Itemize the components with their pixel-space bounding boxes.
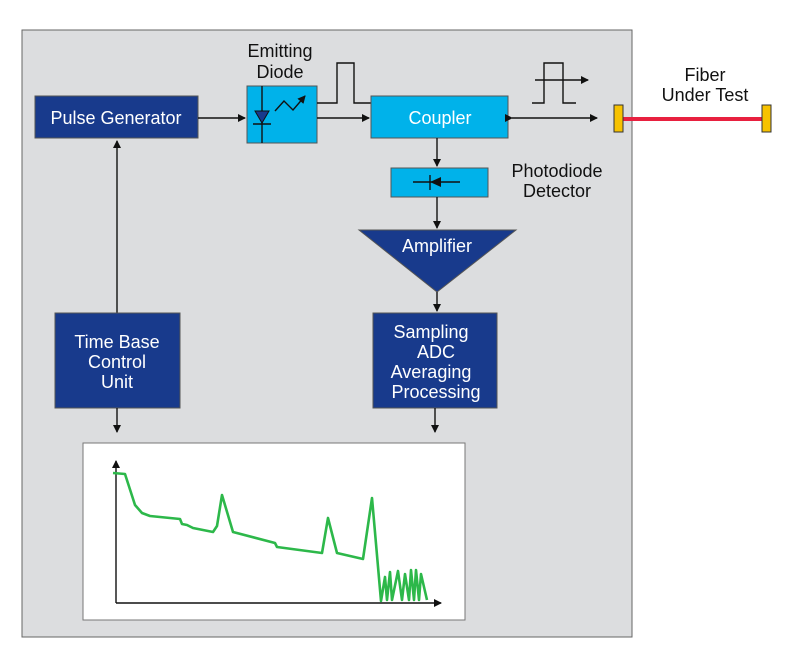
sampling-label-4: Processing: [391, 382, 480, 402]
fiber-connector-far: [761, 104, 772, 133]
time-base-label-1: Time Base: [74, 332, 159, 352]
time-base-label-3: Unit: [101, 372, 133, 392]
sampling-label-1: Sampling: [393, 322, 468, 342]
sampling-label-2: ADC: [417, 342, 455, 362]
otdr-trace-display: [82, 442, 466, 621]
time-base-label-2: Control: [88, 352, 146, 372]
pulse-waveform-icon: [317, 62, 371, 104]
otdr-trace-line: [112, 471, 429, 603]
amplifier-label: Amplifier: [402, 236, 472, 256]
pulse-generator-block: Pulse Generator: [34, 95, 199, 139]
time-base-block: Time Base Control Unit: [54, 312, 181, 409]
led-icon: [253, 86, 306, 143]
photodiode-block: [390, 167, 489, 198]
photodiode-label-2: Detector: [523, 181, 591, 201]
emitting-diode-label-1: Emitting: [247, 41, 312, 61]
fiber-label-1: Fiber: [684, 65, 725, 85]
sampling-block: Sampling ADC Averaging Processing: [372, 312, 498, 409]
fiber-label-2: Under Test: [662, 85, 749, 105]
coupler-block: Coupler: [370, 95, 509, 139]
photodiode-icon: [413, 175, 460, 190]
sampling-label-3: Averaging: [391, 362, 472, 382]
emitting-diode-block: [246, 85, 318, 144]
coupler-label: Coupler: [408, 108, 471, 128]
emitting-diode-label-2: Diode: [256, 62, 303, 82]
amplifier-block: Amplifier: [357, 229, 518, 293]
fiber-connector-near: [613, 104, 624, 133]
pulse-generator-label: Pulse Generator: [50, 108, 181, 128]
pulse-direction-icon: [532, 62, 589, 104]
photodiode-label-1: Photodiode: [511, 161, 602, 181]
